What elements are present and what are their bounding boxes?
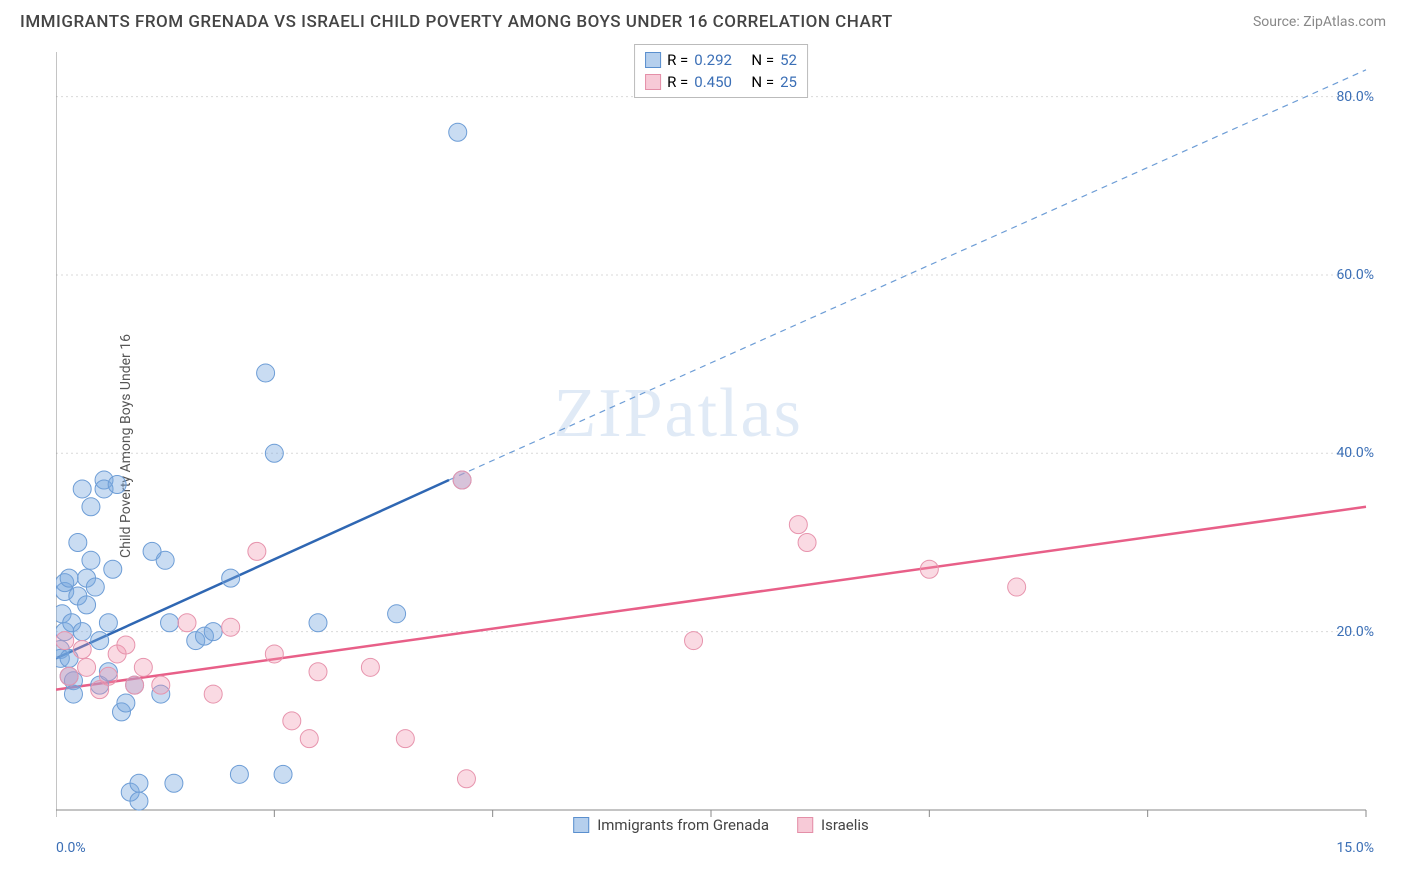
n-label: N = xyxy=(751,49,774,71)
n-value: 25 xyxy=(780,71,797,93)
chart-area: R = 0.292 N = 52 R = 0.450 N = 25 20.0% 4… xyxy=(56,44,1386,834)
y-tick-label: 80.0% xyxy=(1336,89,1374,105)
swatch-pink-icon xyxy=(645,74,661,90)
swatch-pink-icon xyxy=(797,817,813,833)
swatch-blue-icon xyxy=(645,52,661,68)
n-label: N = xyxy=(751,71,774,93)
source-label: Source: xyxy=(1253,14,1303,30)
swatch-blue-icon xyxy=(573,817,589,833)
legend-label: Israelis xyxy=(821,816,869,834)
legend-item-israelis: Israelis xyxy=(797,816,869,834)
legend-label: Immigrants from Grenada xyxy=(597,816,769,834)
y-tick-label: 40.0% xyxy=(1336,445,1374,461)
x-tick-end: 15.0% xyxy=(1336,840,1374,856)
legend-row-grenada: R = 0.292 N = 52 xyxy=(645,49,797,71)
legend-bottom: Immigrants from Grenada Israelis xyxy=(573,816,869,834)
scatter-plot-svg xyxy=(56,44,1386,834)
legend-stats-box: R = 0.292 N = 52 R = 0.450 N = 25 xyxy=(634,44,808,98)
legend-row-israelis: R = 0.450 N = 25 xyxy=(645,71,797,93)
source-attribution: Source: ZipAtlas.com xyxy=(1253,14,1386,30)
chart-title: IMMIGRANTS FROM GRENADA VS ISRAELI CHILD… xyxy=(20,12,893,32)
r-value: 0.450 xyxy=(694,71,732,93)
x-tick-start: 0.0% xyxy=(56,840,86,856)
source-name: ZipAtlas.com xyxy=(1303,14,1386,30)
y-tick-label: 20.0% xyxy=(1336,624,1374,640)
r-label: R = xyxy=(667,71,688,93)
n-value: 52 xyxy=(780,49,797,71)
r-label: R = xyxy=(667,49,688,71)
y-tick-label: 60.0% xyxy=(1336,267,1374,283)
r-value: 0.292 xyxy=(694,49,732,71)
legend-item-grenada: Immigrants from Grenada xyxy=(573,816,769,834)
